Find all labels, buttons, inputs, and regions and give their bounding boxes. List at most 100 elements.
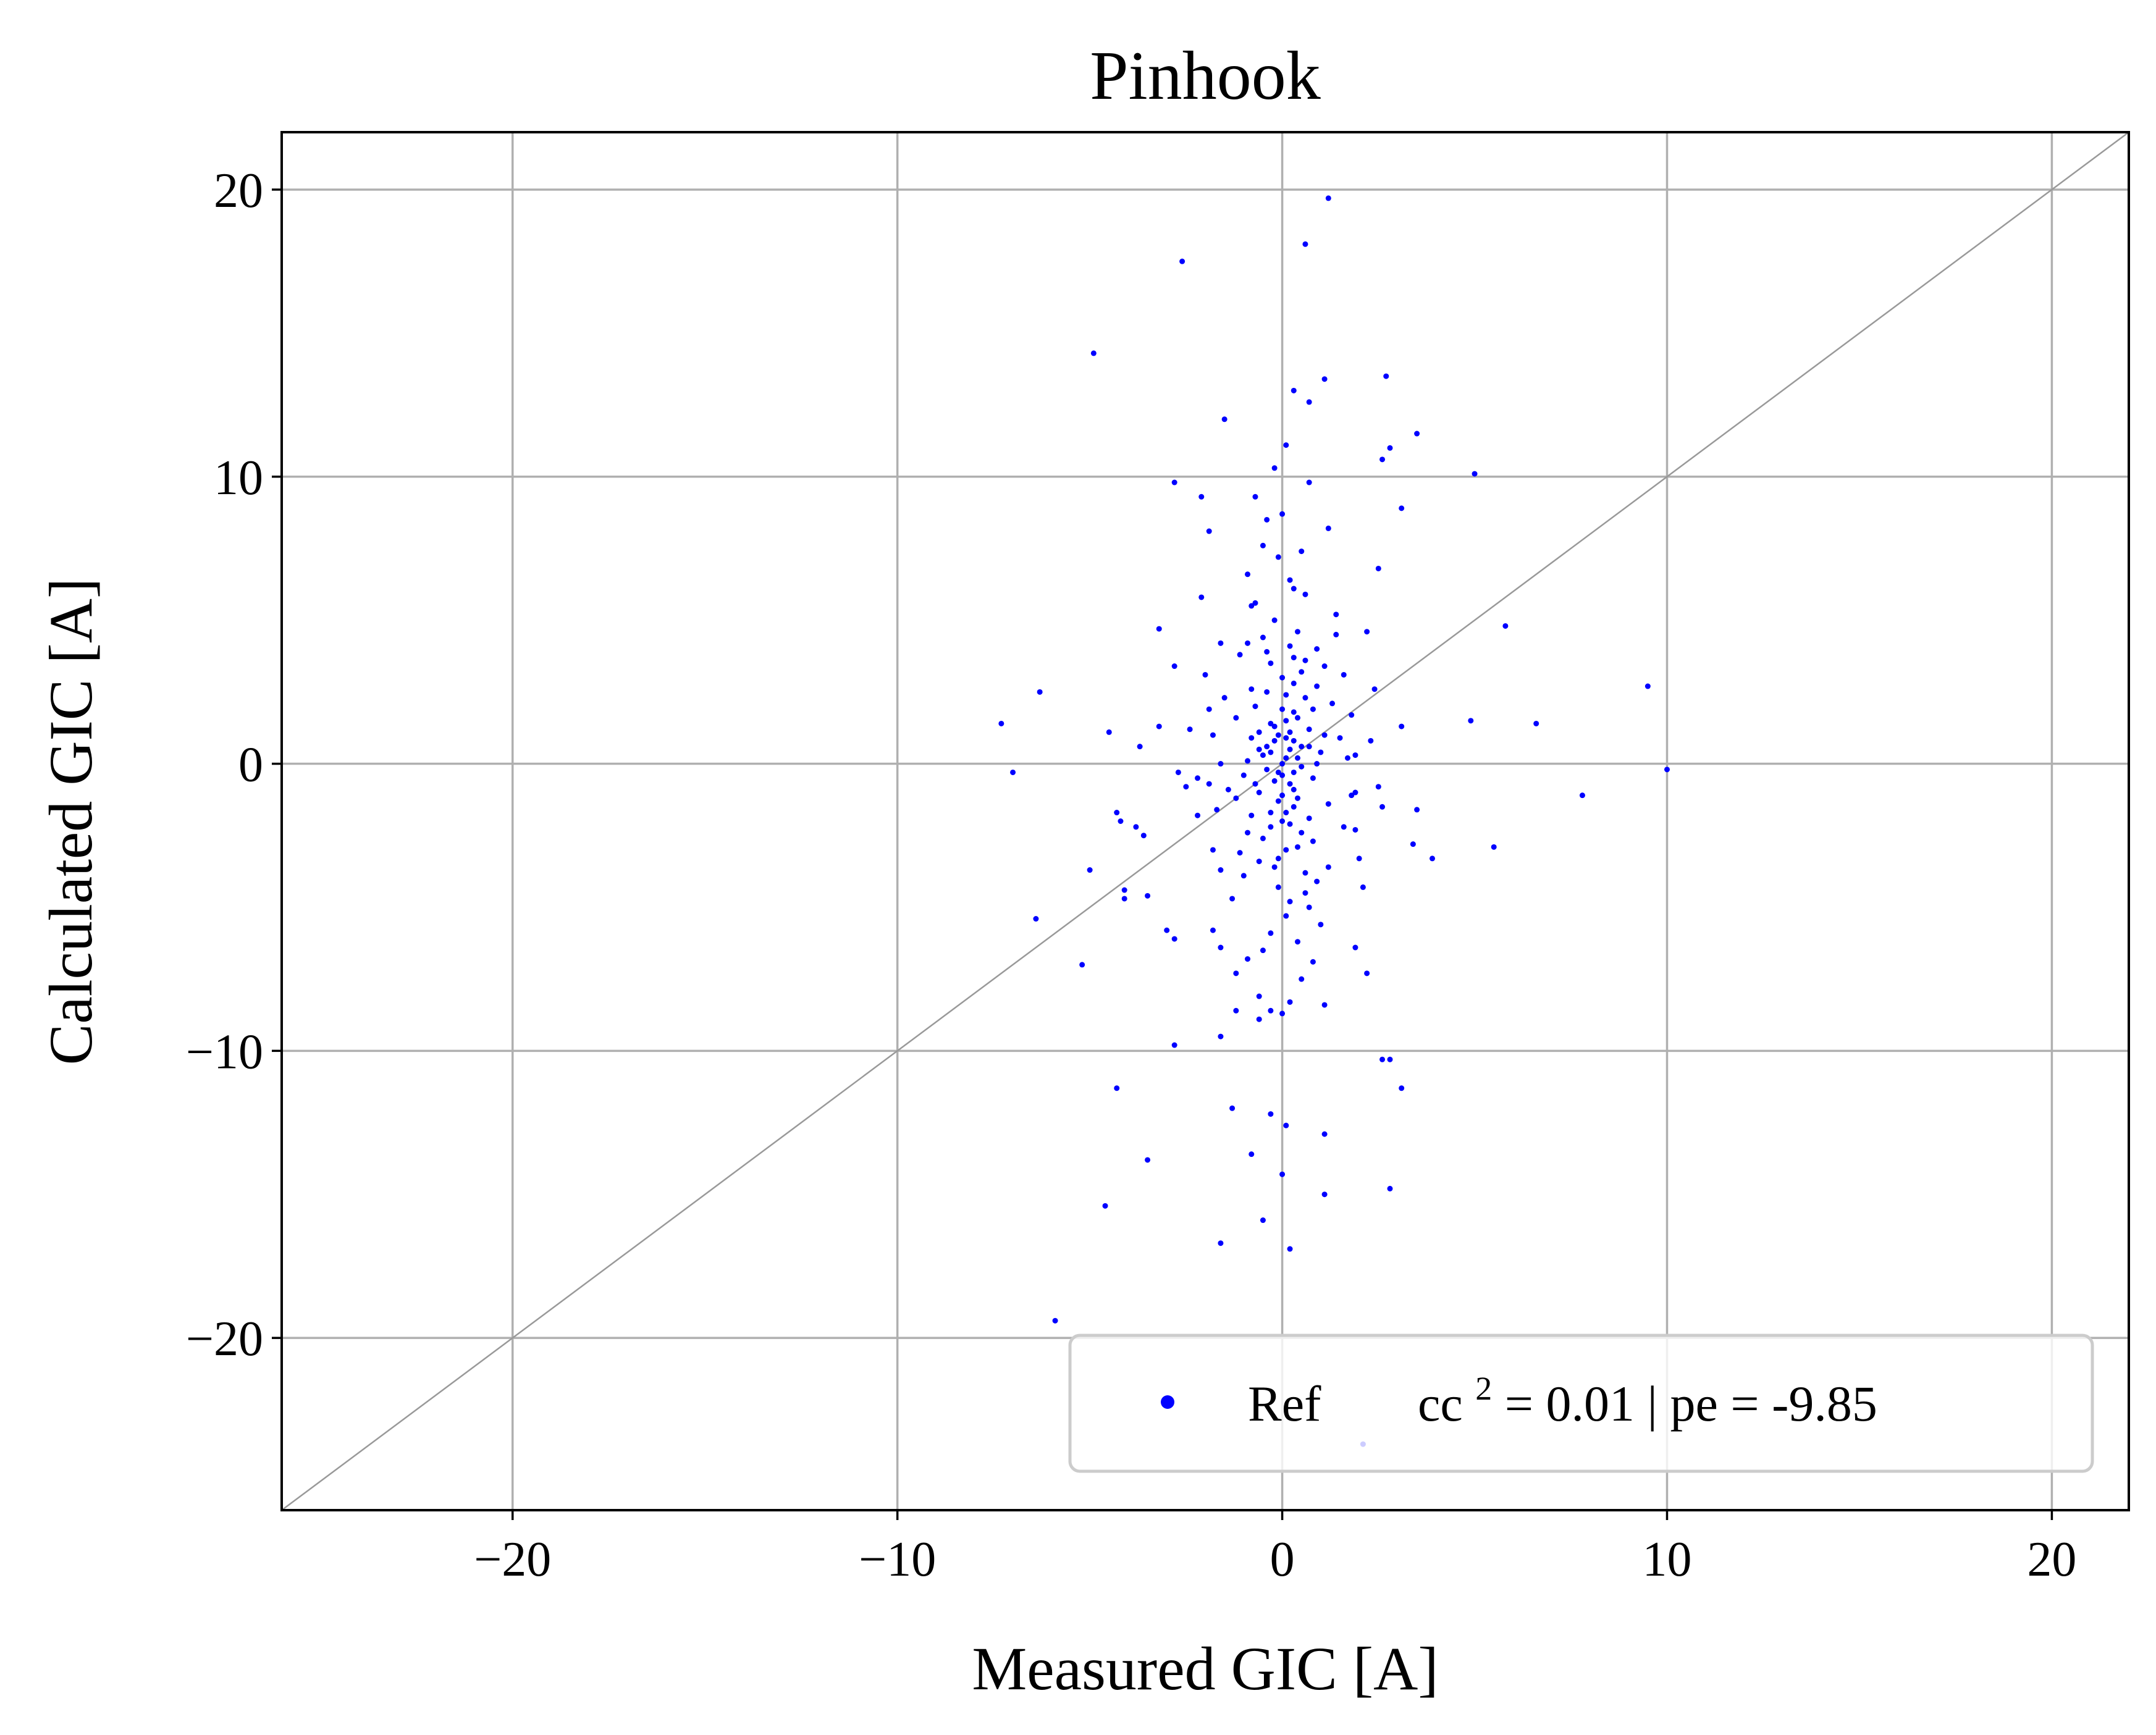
data-point bbox=[1102, 1203, 1108, 1209]
data-point bbox=[1399, 505, 1405, 511]
data-point bbox=[1114, 1085, 1120, 1091]
data-point bbox=[1275, 732, 1281, 738]
data-point bbox=[1252, 600, 1258, 606]
data-point bbox=[1364, 970, 1370, 977]
data-point bbox=[1299, 744, 1305, 750]
data-point bbox=[1214, 807, 1220, 813]
data-point bbox=[1321, 1131, 1328, 1137]
data-point bbox=[1229, 896, 1236, 902]
data-point bbox=[1033, 916, 1039, 922]
data-point bbox=[1299, 763, 1305, 770]
data-point bbox=[1145, 893, 1151, 899]
grid-lines bbox=[282, 132, 2129, 1510]
data-point bbox=[1291, 655, 1297, 661]
data-point bbox=[1256, 993, 1262, 999]
data-point bbox=[1314, 646, 1320, 652]
data-point bbox=[1275, 798, 1281, 804]
data-point bbox=[1171, 663, 1177, 670]
data-point bbox=[1079, 962, 1085, 968]
data-point bbox=[1240, 772, 1247, 778]
data-point bbox=[1225, 786, 1231, 792]
x-axis-label: Measured GIC [A] bbox=[972, 1634, 1438, 1703]
data-point bbox=[1344, 755, 1350, 761]
data-point bbox=[1410, 841, 1416, 847]
data-point bbox=[1279, 1171, 1286, 1177]
data-point bbox=[1202, 671, 1208, 678]
data-point bbox=[1260, 947, 1266, 954]
data-point bbox=[1291, 586, 1297, 592]
x-tick-label: −20 bbox=[474, 1532, 551, 1587]
data-point bbox=[1271, 465, 1278, 471]
data-point bbox=[1179, 258, 1185, 264]
x-tick-label: 20 bbox=[2027, 1532, 2076, 1587]
data-point bbox=[1256, 789, 1262, 796]
data-point bbox=[1260, 835, 1266, 841]
data-point bbox=[1237, 652, 1243, 658]
data-point bbox=[1291, 804, 1297, 810]
data-point bbox=[1283, 718, 1289, 724]
data-point bbox=[998, 720, 1004, 726]
data-point bbox=[1302, 657, 1308, 663]
data-point bbox=[1314, 878, 1320, 884]
data-point bbox=[1195, 775, 1201, 781]
data-point bbox=[1198, 494, 1205, 500]
data-point bbox=[1302, 241, 1308, 247]
data-point bbox=[1306, 399, 1312, 405]
data-point bbox=[1268, 930, 1274, 936]
data-point bbox=[1275, 769, 1281, 775]
data-point bbox=[1287, 643, 1293, 649]
data-point bbox=[1133, 824, 1139, 830]
data-point bbox=[1210, 847, 1216, 853]
data-point bbox=[1302, 890, 1308, 896]
data-point bbox=[1310, 838, 1316, 844]
data-point bbox=[1279, 1010, 1286, 1017]
data-point bbox=[1291, 786, 1297, 792]
x-tick-label: −10 bbox=[859, 1532, 936, 1587]
data-point bbox=[1218, 1240, 1224, 1246]
data-point bbox=[1299, 669, 1305, 675]
data-point bbox=[1368, 737, 1374, 744]
data-point bbox=[1264, 689, 1270, 695]
data-point bbox=[1383, 373, 1389, 379]
y-tick-label: 20 bbox=[214, 164, 263, 218]
x-tick-label: 0 bbox=[1270, 1532, 1295, 1587]
data-point bbox=[1302, 591, 1308, 597]
data-point bbox=[1360, 884, 1366, 890]
identity-reference-line bbox=[281, 131, 2129, 1511]
data-point bbox=[1399, 1085, 1405, 1091]
data-point bbox=[1352, 944, 1358, 951]
data-point bbox=[1533, 720, 1539, 726]
data-point bbox=[1237, 850, 1243, 856]
data-point bbox=[1287, 729, 1293, 735]
data-point bbox=[1145, 1157, 1151, 1163]
data-point bbox=[1260, 1217, 1266, 1224]
x-tick-labels: −20 −10 0 10 20 bbox=[474, 1532, 2076, 1587]
data-point bbox=[1210, 732, 1216, 738]
data-point bbox=[1664, 767, 1670, 773]
data-point bbox=[1206, 706, 1212, 712]
data-point bbox=[1268, 660, 1274, 666]
data-point bbox=[1229, 1105, 1236, 1111]
y-tick-label: −20 bbox=[186, 1312, 263, 1366]
y-axis-label: Calculated GIC [A] bbox=[36, 578, 105, 1065]
data-point bbox=[1233, 795, 1239, 801]
data-point bbox=[1233, 1007, 1239, 1014]
data-point bbox=[1325, 864, 1331, 870]
data-point bbox=[1233, 715, 1239, 721]
data-point bbox=[1310, 775, 1316, 781]
data-point bbox=[1333, 631, 1339, 637]
legend-marker bbox=[1161, 1395, 1174, 1409]
data-point bbox=[1198, 594, 1205, 600]
data-point bbox=[1306, 726, 1312, 733]
data-point bbox=[1371, 686, 1378, 692]
data-point bbox=[1414, 431, 1420, 437]
data-point bbox=[1171, 936, 1177, 942]
data-point bbox=[1299, 976, 1305, 982]
data-point bbox=[1268, 749, 1274, 755]
data-point bbox=[1271, 723, 1278, 729]
data-point bbox=[1010, 769, 1016, 775]
data-point bbox=[1218, 867, 1224, 873]
data-point bbox=[1310, 959, 1316, 965]
data-point bbox=[1295, 629, 1300, 635]
data-point bbox=[1306, 815, 1312, 821]
